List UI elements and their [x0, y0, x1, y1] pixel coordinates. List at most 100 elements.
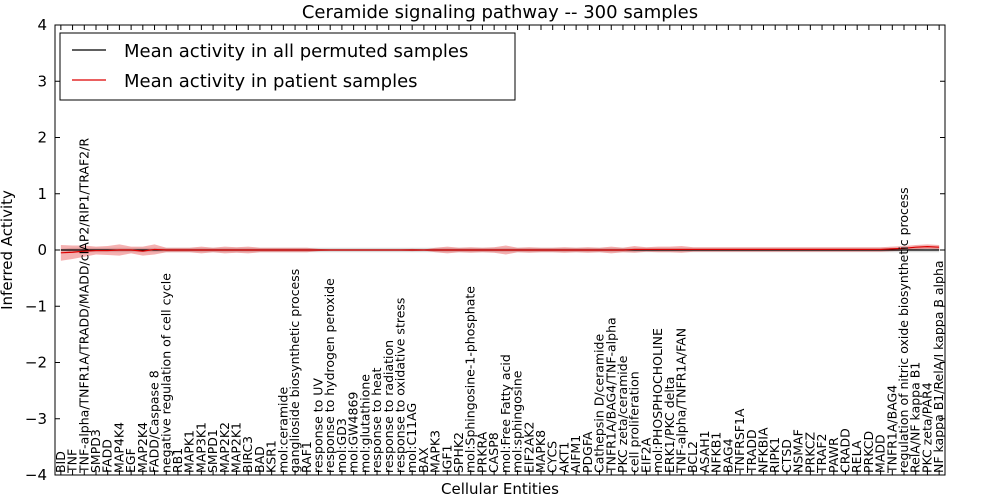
category-label: EGF [123, 448, 138, 473]
category-label: negative regulation of cell cycle [158, 273, 173, 473]
category-label: response to UV [310, 378, 325, 473]
category-label: TNFRSF1A [732, 408, 747, 474]
line-patient [60, 246, 940, 254]
legend-label-patient: Mean activity in patient samples [124, 71, 418, 92]
category-label: MAPK1 [182, 430, 197, 473]
category-label: IGF1 [439, 444, 454, 473]
category-label: BIRC3 [240, 436, 255, 473]
category-label: ASAH1 [697, 430, 712, 473]
category-label: MAP2K2 [217, 422, 232, 473]
category-label: CRADD [837, 428, 852, 473]
category-label: CASP8 [486, 432, 501, 473]
category-label: mol:PHOSPHOCHOLINE [650, 328, 665, 473]
category-label: mol:Free Fatty acid [498, 354, 513, 473]
category-label: AKT1 [556, 442, 571, 473]
category-label: cell proliferation [627, 371, 642, 473]
x-axis-label: Cellular Entities [441, 480, 559, 498]
y-tick-label: 3 [37, 72, 47, 90]
category-label: PKC zeta/ceramide [615, 355, 630, 473]
category-label: regulation of nitric oxide biosynthetic … [896, 187, 911, 473]
category-label: ganglioside biosynthetic process [287, 269, 302, 473]
category-label: response to oxidative stress [392, 298, 407, 473]
category-label: MAPK3 [428, 430, 443, 473]
category-label: KSR1 [264, 440, 279, 473]
category-label: RB1 [170, 448, 185, 473]
category-label: BCL2 [685, 441, 700, 473]
category-label: PKC zeta/PAR4 [919, 382, 934, 473]
category-label: PAWR [826, 437, 841, 473]
category-label: response to radiation [381, 340, 396, 473]
chart-title: Ceramide signaling pathway -- 300 sample… [302, 2, 698, 23]
category-label: RELA [849, 440, 864, 473]
category-label: NFKBIA [755, 427, 770, 473]
category-label: mol:GW4869 [346, 392, 361, 473]
category-label: RelA/NF kappa B1 [908, 362, 923, 473]
y-axis-ticks: −4 −3 −2 −1 0 1 2 3 4 [25, 16, 945, 484]
category-label: NF kappa B1/RelA/I kappa B alpha [931, 260, 946, 473]
band-patient [60, 244, 940, 261]
category-label: PRKCD [861, 431, 876, 473]
category-label: NSMAF [791, 429, 806, 473]
category-label: mol:glutathione [357, 374, 372, 473]
category-label: TNF [65, 449, 80, 474]
category-label: TNF-alpha/TNFR1A/FAN [674, 328, 689, 474]
y-tick-label: 4 [37, 16, 47, 34]
legend: Mean activity in all permuted samples Me… [59, 32, 516, 101]
category-label: mol:GD3 [334, 418, 349, 473]
category-label: mol:ceramide [275, 387, 290, 473]
category-label: SPHK2 [451, 432, 466, 473]
category-label: TNF-alpha/TNFR1A/TRADD/MADD/cIAP2/RIP1/T… [76, 138, 91, 474]
category-label: PDGFA [580, 431, 595, 473]
y-tick-label: −3 [25, 410, 47, 428]
category-labels: BIDTNFTNF-alpha/TNFR1A/TRADD/MADD/cIAP2/… [53, 138, 946, 474]
category-label: BAX [416, 447, 431, 473]
y-tick-label: 0 [37, 241, 47, 259]
category-label: CTSD [779, 439, 794, 473]
y-tick-label: −2 [25, 354, 47, 372]
category-label: FADD [100, 439, 115, 473]
category-label: ERK1/PKC delta [662, 377, 677, 473]
category-label: Cathepsin D/ceramide [592, 334, 607, 474]
category-label: MAP3K1 [193, 422, 208, 473]
y-tick-label: −1 [25, 297, 47, 315]
category-label: TNFR1A/BAG4/TNF-alpha [603, 317, 618, 474]
category-label: MAP2K4 [135, 422, 150, 473]
category-label: EIF2A [638, 437, 653, 473]
category-label: TNFR1A/BAG4 [884, 385, 899, 474]
category-label: AIFM1 [568, 435, 583, 473]
category-label: TRADD [744, 429, 759, 474]
category-label: MAPK8 [533, 430, 548, 473]
category-label: PRKCZ [802, 432, 817, 473]
category-label: TRAF2 [814, 433, 829, 474]
category-label: response to hydrogen peroxide [322, 278, 337, 473]
category-label: CYCS [545, 441, 560, 473]
category-label: EIF2AK2 [521, 422, 536, 473]
category-label: PRKRA [474, 431, 489, 473]
y-tick-label: 2 [37, 129, 47, 147]
category-label: NFKB1 [709, 432, 724, 473]
plot-frame [54, 24, 946, 476]
category-label: BID [53, 451, 68, 473]
category-label: mol:sphingosine [510, 370, 525, 473]
y-axis-label: Inferred Activity [0, 190, 16, 310]
category-label: mol:Sphingosine-1-phosphate [463, 286, 478, 473]
x-axis-ticks [60, 25, 940, 475]
category-label: MADD [873, 434, 888, 473]
category-label: mol:C11AG [404, 403, 419, 473]
legend-label-permuted: Mean activity in all permuted samples [124, 41, 468, 62]
category-label: SMPD1 [205, 429, 220, 473]
category-label: SMPD3 [88, 429, 103, 473]
category-label: FADD/Caspase 8 [147, 370, 162, 473]
series-lines [60, 246, 940, 254]
confidence-bands [60, 244, 940, 261]
category-label: BAD [252, 446, 267, 473]
category-label: MAP4K4 [111, 422, 126, 473]
category-label: response to heat [369, 367, 384, 473]
legend-box [59, 32, 516, 101]
category-label: MAP2K1 [229, 422, 244, 473]
y-tick-label: −4 [25, 466, 47, 484]
y-tick-label: 1 [37, 185, 47, 203]
category-label: RIPK1 [767, 437, 782, 473]
category-label: BAG4 [720, 438, 735, 473]
